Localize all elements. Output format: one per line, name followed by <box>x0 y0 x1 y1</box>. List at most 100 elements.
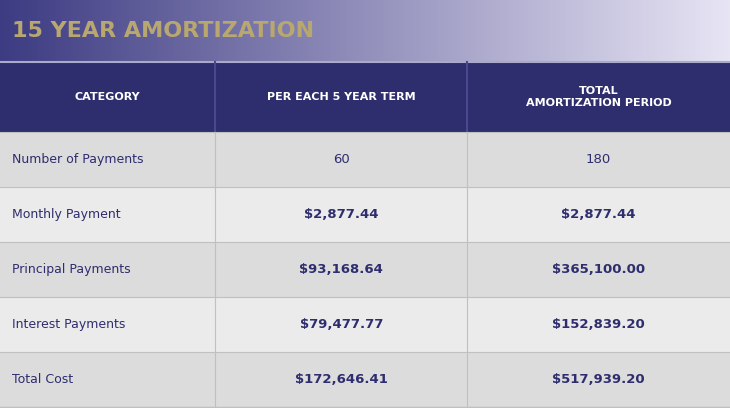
Bar <box>691 0 694 62</box>
Bar <box>596 0 599 62</box>
Bar <box>151 0 153 62</box>
Bar <box>426 0 429 62</box>
Bar <box>137 0 139 62</box>
Bar <box>102 0 104 62</box>
Text: Interest Payments: Interest Payments <box>12 318 126 331</box>
Bar <box>304 0 307 62</box>
Bar <box>365 0 367 62</box>
Bar <box>294 0 297 62</box>
Bar <box>721 0 723 62</box>
Bar <box>496 0 499 62</box>
Bar <box>520 0 523 62</box>
Bar <box>261 0 263 62</box>
Bar <box>175 0 177 62</box>
Bar <box>210 0 212 62</box>
Bar <box>68 0 71 62</box>
Bar <box>197 0 199 62</box>
Bar <box>173 0 175 62</box>
Bar <box>718 0 721 62</box>
Bar <box>659 0 662 62</box>
Bar <box>626 0 628 62</box>
Text: Principal Payments: Principal Payments <box>12 263 131 276</box>
Bar <box>255 0 258 62</box>
Bar <box>283 0 285 62</box>
Bar <box>234 0 236 62</box>
Bar <box>542 0 545 62</box>
Bar <box>314 0 316 62</box>
Bar <box>134 0 137 62</box>
Bar <box>666 0 669 62</box>
Bar <box>710 0 713 62</box>
Bar <box>66 0 68 62</box>
Bar <box>88 0 90 62</box>
Bar <box>15 0 17 62</box>
Bar <box>323 0 326 62</box>
Bar <box>9 0 12 62</box>
Bar <box>75 0 78 62</box>
Text: PER EACH 5 YEAR TERM: PER EACH 5 YEAR TERM <box>267 92 415 102</box>
Bar <box>608 0 611 62</box>
Bar <box>701 0 703 62</box>
Bar <box>161 0 163 62</box>
Bar <box>502 0 504 62</box>
Bar <box>482 0 484 62</box>
Bar <box>516 0 518 62</box>
Bar <box>49 0 51 62</box>
Bar <box>71 0 73 62</box>
Bar <box>190 0 192 62</box>
Bar <box>307 0 309 62</box>
Bar <box>0 242 730 297</box>
Bar <box>526 0 528 62</box>
Bar <box>64 0 66 62</box>
Bar <box>107 0 109 62</box>
Bar <box>472 0 474 62</box>
Bar <box>53 0 56 62</box>
Bar <box>12 0 15 62</box>
Bar <box>715 0 718 62</box>
Text: $79,477.77: $79,477.77 <box>299 318 383 331</box>
Bar <box>589 0 591 62</box>
Bar <box>90 0 93 62</box>
Bar <box>582 0 584 62</box>
Bar <box>185 0 188 62</box>
Bar <box>402 0 404 62</box>
Bar <box>39 0 42 62</box>
Bar <box>85 0 88 62</box>
Bar <box>431 0 433 62</box>
Bar <box>155 0 158 62</box>
Bar <box>606 0 608 62</box>
Bar <box>236 0 239 62</box>
Bar <box>272 0 275 62</box>
Bar <box>42 0 44 62</box>
Bar <box>443 0 445 62</box>
Bar <box>480 0 482 62</box>
Bar <box>192 0 195 62</box>
Text: Monthly Payment: Monthly Payment <box>12 208 120 221</box>
Bar <box>129 0 131 62</box>
Bar <box>36 0 39 62</box>
Bar <box>328 0 331 62</box>
Bar <box>620 0 623 62</box>
Bar <box>2 0 5 62</box>
Bar <box>24 0 27 62</box>
Bar <box>226 0 228 62</box>
Bar <box>248 0 250 62</box>
Bar <box>268 0 270 62</box>
Bar <box>141 0 144 62</box>
Bar <box>385 0 387 62</box>
Bar <box>664 0 666 62</box>
Bar <box>188 0 190 62</box>
Bar <box>51 0 53 62</box>
Bar <box>560 0 562 62</box>
Bar <box>477 0 480 62</box>
Bar <box>684 0 686 62</box>
Bar <box>228 0 231 62</box>
Bar <box>177 0 180 62</box>
Bar <box>450 0 453 62</box>
Text: $93,168.64: $93,168.64 <box>299 263 383 276</box>
Bar <box>370 0 372 62</box>
Bar <box>633 0 635 62</box>
Bar <box>115 0 117 62</box>
Bar <box>436 0 438 62</box>
Bar <box>584 0 586 62</box>
